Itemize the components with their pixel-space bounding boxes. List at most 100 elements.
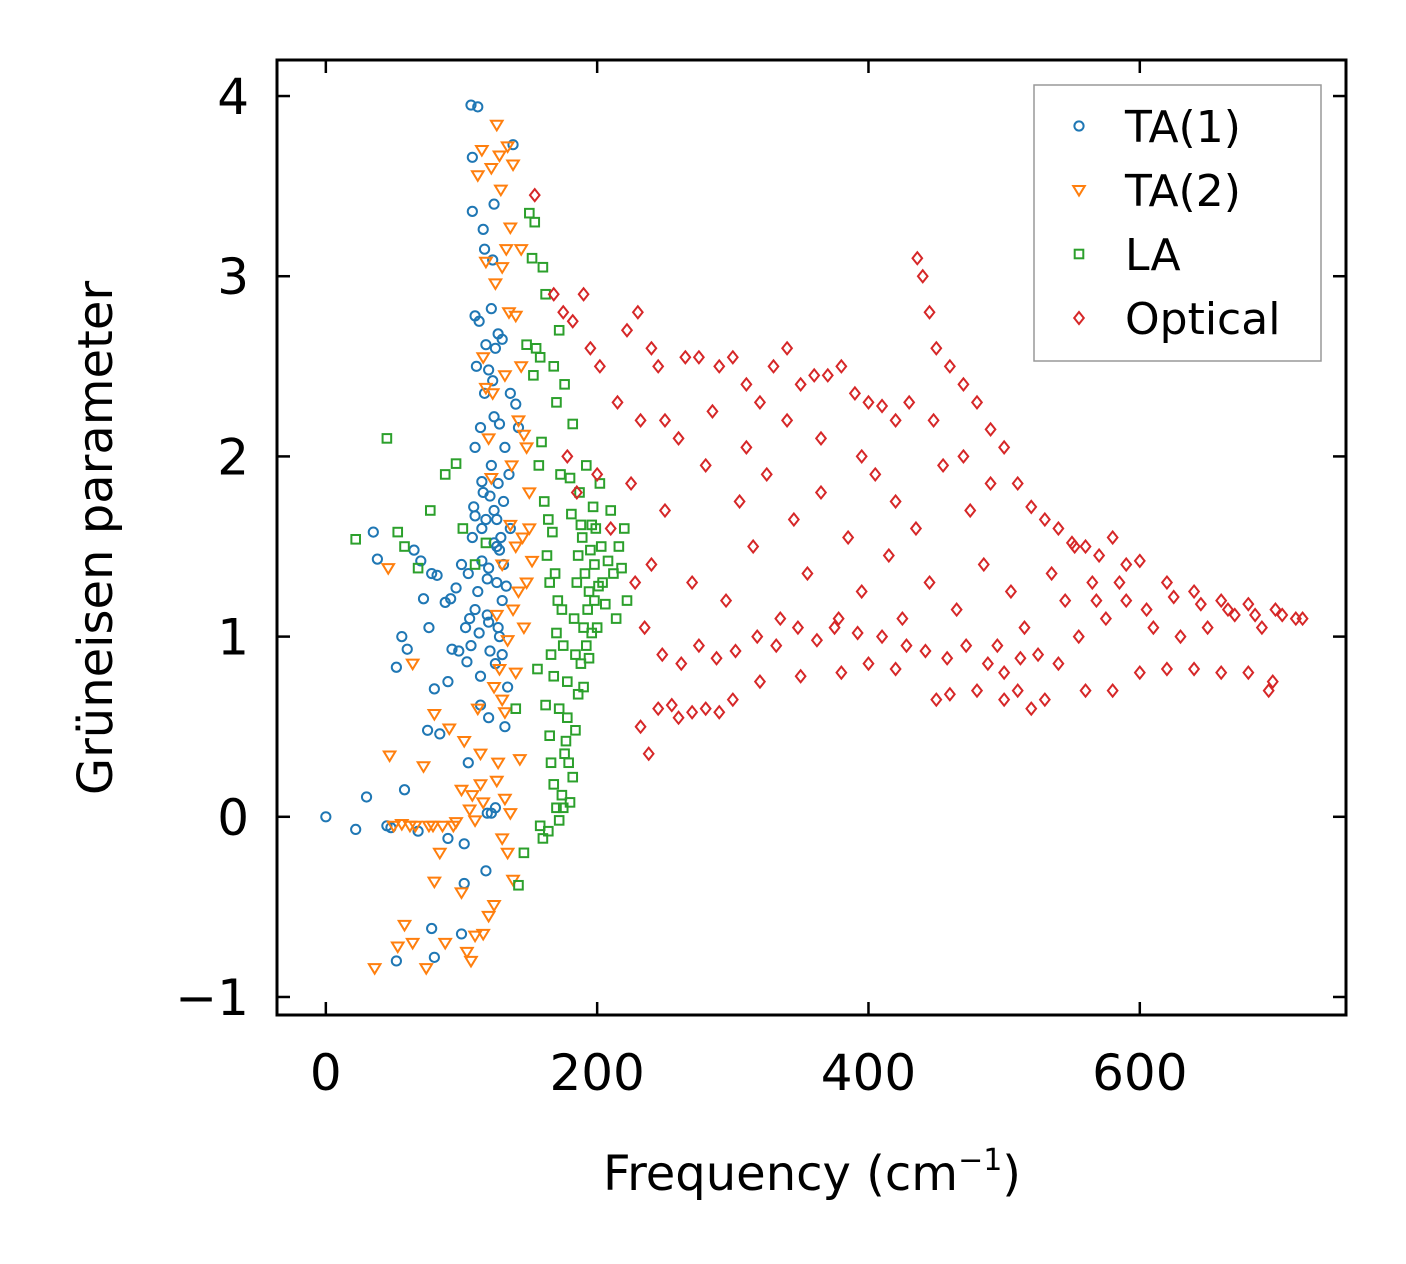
data-point bbox=[442, 676, 454, 688]
data-point bbox=[489, 775, 505, 789]
data-point bbox=[1025, 701, 1038, 717]
data-point bbox=[672, 430, 685, 446]
data-point bbox=[1276, 607, 1289, 623]
data-point bbox=[848, 385, 861, 401]
data-point bbox=[502, 519, 518, 533]
data-point bbox=[814, 484, 828, 501]
data-point bbox=[475, 352, 491, 365]
data-point bbox=[998, 692, 1011, 708]
data-point bbox=[320, 811, 332, 823]
data-point bbox=[794, 668, 807, 684]
data-point bbox=[665, 697, 678, 713]
data-point bbox=[1052, 656, 1065, 672]
data-point bbox=[500, 635, 516, 648]
data-point bbox=[998, 665, 1011, 681]
data-point bbox=[753, 394, 767, 410]
data-point bbox=[713, 358, 726, 374]
data-point bbox=[437, 937, 453, 951]
data-points bbox=[320, 99, 1309, 976]
data-point bbox=[494, 262, 510, 275]
data-point bbox=[1187, 661, 1201, 677]
series-optical bbox=[528, 187, 1309, 762]
data-point bbox=[382, 750, 398, 763]
data-point bbox=[545, 649, 557, 660]
data-point bbox=[575, 519, 587, 531]
data-point bbox=[551, 802, 562, 814]
data-point bbox=[1099, 610, 1112, 627]
data-point bbox=[498, 244, 514, 257]
data-point bbox=[367, 526, 379, 538]
data-point bbox=[472, 779, 489, 792]
data-point bbox=[514, 532, 531, 545]
data-point bbox=[502, 222, 518, 236]
data-point bbox=[510, 398, 522, 410]
data-point bbox=[489, 802, 502, 814]
data-point bbox=[473, 315, 485, 327]
data-point bbox=[543, 514, 554, 525]
data-point bbox=[581, 460, 592, 471]
data-point bbox=[567, 771, 579, 783]
data-point bbox=[371, 553, 383, 565]
data-point bbox=[491, 513, 503, 526]
data-point bbox=[1038, 692, 1051, 708]
data-point bbox=[1140, 601, 1153, 618]
data-point bbox=[521, 339, 532, 350]
data-point bbox=[526, 252, 538, 264]
data-point bbox=[1215, 592, 1228, 609]
data-point bbox=[485, 388, 501, 401]
data-point bbox=[613, 541, 625, 552]
data-point bbox=[1025, 499, 1038, 515]
data-point bbox=[770, 638, 783, 654]
data-point bbox=[390, 661, 402, 673]
data-point bbox=[394, 818, 410, 832]
data-point bbox=[1269, 601, 1282, 618]
data-point bbox=[399, 541, 410, 552]
data-point bbox=[726, 692, 739, 708]
data-point bbox=[1133, 553, 1146, 569]
series-ta-2- bbox=[367, 119, 540, 976]
data-point bbox=[450, 458, 462, 469]
data-point bbox=[900, 638, 913, 654]
data-point bbox=[448, 817, 464, 830]
legend-item: TA(2) bbox=[1071, 166, 1241, 217]
data-point bbox=[510, 586, 527, 599]
legend-marker bbox=[1072, 310, 1086, 326]
data-point bbox=[578, 622, 589, 633]
data-point bbox=[497, 370, 513, 383]
data-point bbox=[774, 610, 787, 627]
data-point bbox=[984, 421, 997, 437]
data-point bbox=[500, 580, 512, 592]
data-point bbox=[729, 643, 742, 659]
data-point bbox=[497, 495, 510, 508]
data-point bbox=[794, 376, 807, 392]
data-point bbox=[518, 847, 530, 859]
data-point bbox=[686, 704, 699, 720]
data-point bbox=[472, 748, 489, 762]
data-point bbox=[567, 418, 579, 430]
data-point bbox=[466, 205, 478, 217]
data-point bbox=[540, 699, 551, 711]
data-point bbox=[552, 595, 564, 606]
data-point bbox=[851, 625, 864, 641]
data-point bbox=[453, 784, 470, 798]
data-point bbox=[469, 510, 481, 522]
data-point bbox=[875, 398, 889, 414]
data-point bbox=[556, 789, 568, 801]
data-point bbox=[821, 367, 834, 383]
data-point bbox=[481, 807, 493, 819]
data-point bbox=[610, 613, 622, 624]
data-point bbox=[548, 779, 560, 790]
data-point bbox=[483, 163, 499, 176]
data-point bbox=[423, 621, 435, 634]
data-point bbox=[481, 910, 497, 924]
data-point bbox=[618, 523, 630, 534]
data-point bbox=[534, 352, 546, 363]
data-point bbox=[496, 333, 508, 345]
data-point bbox=[490, 757, 506, 771]
series-la bbox=[350, 207, 633, 891]
data-point bbox=[733, 493, 746, 510]
data-point bbox=[557, 304, 570, 320]
data-point bbox=[991, 638, 1004, 654]
data-point bbox=[481, 573, 493, 585]
data-point bbox=[835, 358, 848, 374]
